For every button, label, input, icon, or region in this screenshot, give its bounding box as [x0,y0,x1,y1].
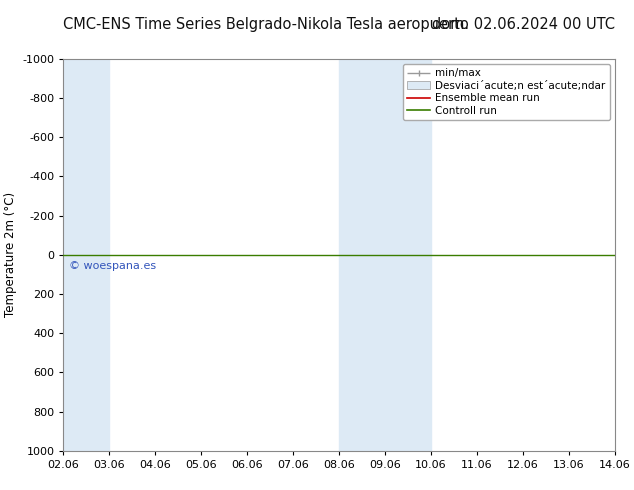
Bar [339,59,431,451]
Bar [63,59,110,451]
Text: CMC-ENS Time Series Belgrado-Nikola Tesla aeropuerto: CMC-ENS Time Series Belgrado-Nikola Tesl… [63,17,469,32]
Legend: min/max, Desviaci´acute;n est´acute;ndar, Ensemble mean run, Controll run: min/max, Desviaci´acute;n est´acute;ndar… [403,64,610,120]
Text: © woespana.es: © woespana.es [69,261,156,270]
Y-axis label: Temperature 2m (°C): Temperature 2m (°C) [4,192,17,318]
Text: dom. 02.06.2024 00 UTC: dom. 02.06.2024 00 UTC [432,17,615,32]
